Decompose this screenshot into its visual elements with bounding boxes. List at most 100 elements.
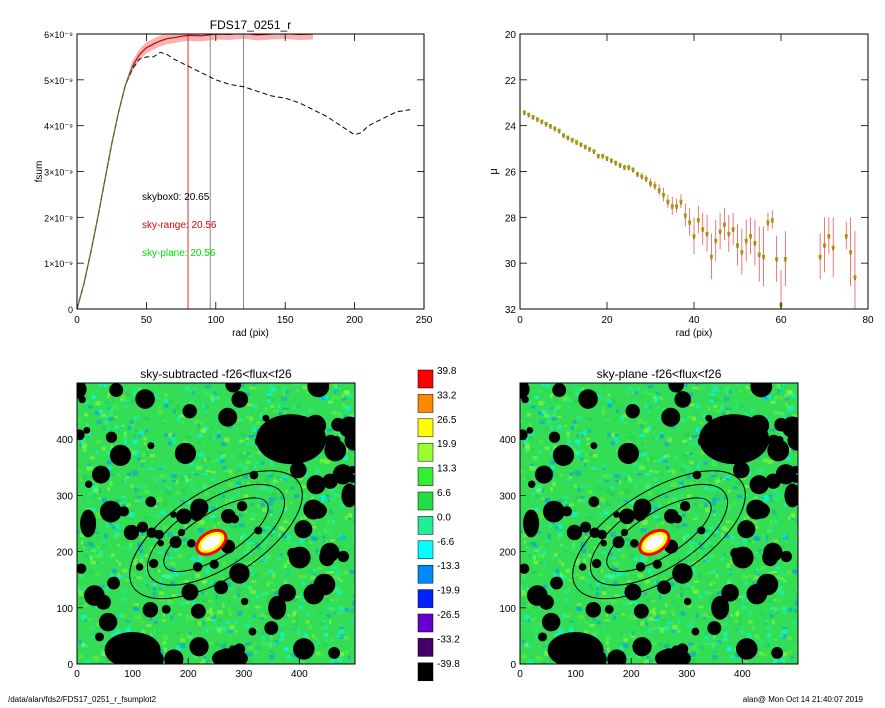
noise-speck <box>588 571 592 576</box>
noise-speck <box>743 494 749 498</box>
noise-speck <box>273 526 277 531</box>
noise-speck <box>155 639 159 643</box>
noise-speck <box>774 395 779 400</box>
noise-speck <box>768 494 772 499</box>
masked-source <box>749 475 769 495</box>
noise-speck <box>210 580 214 585</box>
noise-speck <box>252 383 255 387</box>
noise-speck <box>566 432 570 438</box>
noise-speck <box>342 398 345 402</box>
noise-speck <box>143 490 149 494</box>
noise-speck <box>304 574 309 578</box>
noise-speck <box>668 621 673 624</box>
noise-speck <box>544 413 549 418</box>
noise-speck <box>710 554 714 559</box>
noise-speck <box>265 545 272 548</box>
noise-speck <box>93 492 97 497</box>
noise-speck <box>285 489 288 493</box>
noise-speck <box>756 636 760 640</box>
noise-speck <box>761 495 768 500</box>
x-tick-label: 0 <box>517 669 523 680</box>
noise-speck <box>128 546 133 551</box>
noise-speck <box>555 404 562 410</box>
noise-speck <box>532 492 535 496</box>
noise-speck <box>595 582 600 587</box>
noise-speck <box>720 557 724 561</box>
noise-speck <box>340 579 344 583</box>
noise-speck <box>202 473 209 476</box>
y-tick-label: 24 <box>505 122 517 133</box>
noise-speck <box>291 653 297 658</box>
noise-speck <box>701 448 704 454</box>
noise-speck <box>133 434 136 438</box>
noise-speck <box>233 525 239 529</box>
noise-speck <box>592 616 596 621</box>
noise-speck <box>318 532 322 537</box>
noise-speck <box>694 503 697 506</box>
noise-speck <box>269 458 273 463</box>
masked-source <box>613 511 620 518</box>
noise-speck <box>712 497 718 502</box>
noise-speck <box>629 554 636 558</box>
noise-speck <box>620 468 624 472</box>
noise-speck <box>209 607 213 611</box>
noise-speck <box>183 580 189 583</box>
noise-speck <box>145 567 148 570</box>
noise-speck <box>669 612 673 617</box>
noise-speck <box>98 488 101 493</box>
noise-speck <box>713 534 716 538</box>
noise-speck <box>337 414 343 418</box>
noise-speck <box>191 471 194 474</box>
noise-speck <box>559 559 562 563</box>
noise-speck <box>611 432 616 438</box>
masked-source <box>711 595 730 620</box>
noise-speck <box>313 468 318 474</box>
noise-speck <box>575 561 580 566</box>
data-point <box>693 236 695 239</box>
noise-speck <box>232 606 237 609</box>
noise-speck <box>722 526 727 531</box>
noise-speck <box>272 573 276 579</box>
masked-source <box>775 464 796 485</box>
data-point <box>653 183 657 187</box>
noise-speck <box>628 476 632 482</box>
noise-speck <box>520 588 524 592</box>
noise-speck <box>227 586 234 591</box>
noise-speck <box>785 455 792 461</box>
masked-source <box>630 539 639 548</box>
noise-speck <box>77 420 81 423</box>
noise-speck <box>309 519 313 524</box>
noise-speck <box>78 654 84 659</box>
noise-speck <box>706 481 709 484</box>
data-point <box>853 278 856 281</box>
noise-speck <box>349 414 354 419</box>
masked-source <box>331 417 345 432</box>
masked-source <box>635 562 646 572</box>
noise-speck <box>728 616 733 620</box>
noise-speck <box>711 510 717 514</box>
noise-speck <box>343 537 348 541</box>
noise-speck <box>698 480 702 485</box>
noise-speck <box>219 454 224 460</box>
noise-speck <box>524 443 530 448</box>
data-point <box>688 220 692 224</box>
noise-speck <box>716 642 720 645</box>
aperture-ellipse <box>606 497 712 573</box>
colorbar-swatch <box>417 369 434 389</box>
noise-speck <box>543 539 550 544</box>
noise-speck <box>350 516 354 521</box>
noise-speck <box>282 410 288 416</box>
noise-speck <box>311 521 316 525</box>
noise-speck <box>184 387 190 390</box>
data-point <box>566 135 570 139</box>
noise-speck <box>543 561 548 565</box>
noise-speck <box>576 586 580 589</box>
noise-speck <box>203 656 207 659</box>
noise-speck <box>352 562 355 567</box>
noise-speck <box>292 404 296 409</box>
noise-speck <box>651 499 655 504</box>
noise-speck <box>623 637 628 643</box>
noise-speck <box>144 429 149 433</box>
noise-speck <box>711 569 717 574</box>
noise-speck <box>715 481 718 486</box>
